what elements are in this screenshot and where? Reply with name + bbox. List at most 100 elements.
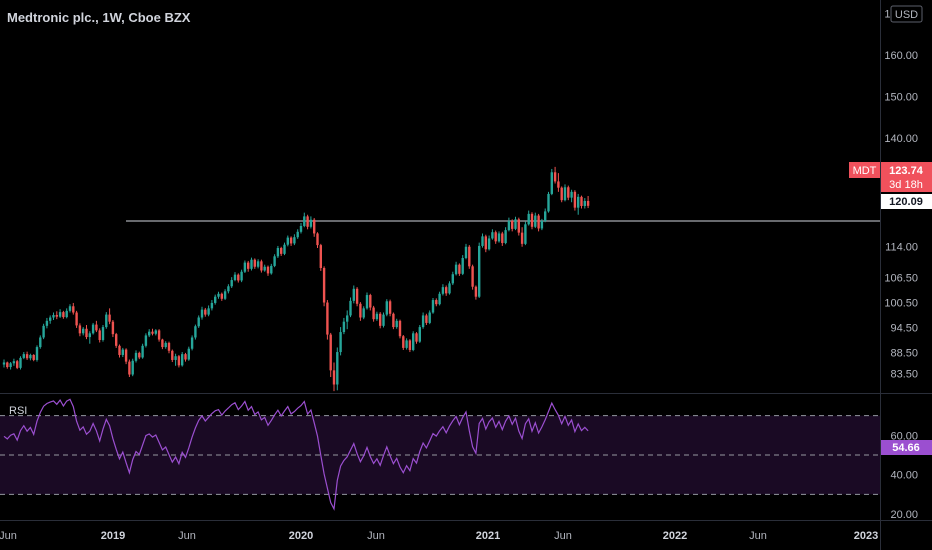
- candle-body[interactable]: [121, 349, 124, 355]
- candle-body[interactable]: [474, 286, 478, 297]
- currency-label[interactable]: USD: [895, 9, 918, 21]
- candle-body[interactable]: [181, 354, 184, 366]
- candle-body[interactable]: [29, 354, 32, 359]
- candle-body[interactable]: [580, 196, 583, 206]
- candle-body[interactable]: [2, 362, 6, 365]
- candle-body[interactable]: [138, 352, 141, 358]
- candle-body[interactable]: [49, 317, 52, 321]
- candle-body[interactable]: [227, 286, 230, 292]
- candle-body[interactable]: [349, 300, 352, 316]
- candle-body[interactable]: [65, 310, 68, 318]
- candle-body[interactable]: [395, 320, 398, 328]
- candle-body[interactable]: [451, 274, 454, 284]
- candle-body[interactable]: [45, 320, 49, 326]
- candle-body[interactable]: [530, 213, 534, 227]
- candle-body[interactable]: [154, 330, 157, 334]
- candle-body[interactable]: [52, 315, 55, 318]
- candle-body[interactable]: [263, 266, 266, 271]
- candle-body[interactable]: [408, 340, 412, 350]
- candle-body[interactable]: [425, 315, 428, 323]
- candle-body[interactable]: [293, 237, 296, 244]
- candle-body[interactable]: [240, 271, 243, 281]
- candle-body[interactable]: [431, 300, 435, 313]
- candle-body[interactable]: [362, 308, 365, 318]
- candle-body[interactable]: [570, 191, 573, 198]
- candle-body[interactable]: [547, 193, 550, 212]
- candle-body[interactable]: [398, 320, 402, 337]
- candle-body[interactable]: [418, 327, 421, 342]
- candle-body[interactable]: [461, 258, 464, 274]
- candle-body[interactable]: [184, 354, 187, 360]
- candle-body[interactable]: [95, 324, 98, 331]
- candle-body[interactable]: [91, 324, 95, 334]
- candle-body[interactable]: [346, 315, 349, 322]
- candle-body[interactable]: [365, 295, 369, 309]
- candle-body[interactable]: [497, 233, 501, 242]
- candle-body[interactable]: [352, 288, 355, 301]
- candle-body[interactable]: [128, 361, 131, 375]
- candle-body[interactable]: [517, 219, 520, 233]
- candle-body[interactable]: [98, 330, 101, 340]
- candle-body[interactable]: [22, 354, 25, 358]
- candle-body[interactable]: [243, 262, 247, 272]
- candle-body[interactable]: [379, 313, 382, 326]
- candle-body[interactable]: [253, 259, 256, 267]
- candle-body[interactable]: [504, 230, 507, 244]
- candle-body[interactable]: [187, 348, 190, 360]
- candle-body[interactable]: [583, 200, 586, 206]
- candle-body[interactable]: [39, 337, 42, 348]
- candle-body[interactable]: [35, 347, 39, 360]
- candle-body[interactable]: [131, 360, 134, 375]
- candle-body[interactable]: [537, 215, 540, 229]
- candle-body[interactable]: [72, 306, 75, 313]
- candle-body[interactable]: [319, 245, 322, 268]
- candle-body[interactable]: [25, 354, 29, 359]
- candle-body[interactable]: [494, 232, 497, 242]
- candle-body[interactable]: [141, 345, 144, 358]
- candle-body[interactable]: [167, 342, 171, 351]
- rsi-series-line[interactable]: [3, 398, 589, 511]
- candle-body[interactable]: [481, 236, 484, 246]
- candle-body[interactable]: [144, 335, 148, 346]
- candle-body[interactable]: [223, 291, 227, 299]
- candle-body[interactable]: [557, 181, 560, 188]
- candle-body[interactable]: [527, 213, 530, 225]
- candle-body[interactable]: [55, 315, 58, 317]
- candle-body[interactable]: [445, 287, 448, 294]
- candle-body[interactable]: [78, 325, 82, 334]
- candle-body[interactable]: [171, 350, 174, 360]
- candle-body[interactable]: [441, 287, 445, 294]
- candle-body[interactable]: [19, 357, 22, 368]
- rsi-line-group[interactable]: [3, 398, 589, 511]
- candle-body[interactable]: [101, 327, 105, 340]
- candle-body[interactable]: [6, 362, 9, 368]
- candle-body[interactable]: [124, 349, 128, 362]
- candle-body[interactable]: [111, 321, 115, 335]
- candle-body[interactable]: [68, 306, 72, 311]
- candle-body[interactable]: [217, 293, 220, 297]
- candle-body[interactable]: [359, 303, 362, 318]
- candle-body[interactable]: [42, 325, 45, 338]
- candle-body[interactable]: [491, 232, 494, 239]
- candle-body[interactable]: [448, 283, 451, 294]
- candle-body[interactable]: [134, 352, 138, 361]
- candle-body[interactable]: [174, 356, 177, 360]
- candle-body[interactable]: [339, 332, 342, 353]
- candle-body[interactable]: [75, 312, 78, 326]
- candle-body[interactable]: [507, 220, 511, 231]
- candle-body[interactable]: [342, 321, 346, 333]
- candle-body[interactable]: [326, 302, 329, 335]
- candle-body[interactable]: [276, 248, 280, 257]
- candle-body[interactable]: [375, 313, 379, 320]
- candle-body[interactable]: [567, 187, 570, 198]
- candle-body[interactable]: [524, 224, 527, 244]
- candle-body[interactable]: [303, 216, 306, 226]
- candle-body[interactable]: [402, 336, 405, 348]
- candle-body[interactable]: [309, 219, 313, 227]
- candle-body[interactable]: [306, 216, 309, 227]
- candle-body[interactable]: [415, 333, 418, 342]
- chart-title[interactable]: Medtronic plc., 1W, Cboe BZX: [7, 10, 191, 25]
- candle-body[interactable]: [115, 334, 118, 346]
- candle-body[interactable]: [16, 361, 19, 368]
